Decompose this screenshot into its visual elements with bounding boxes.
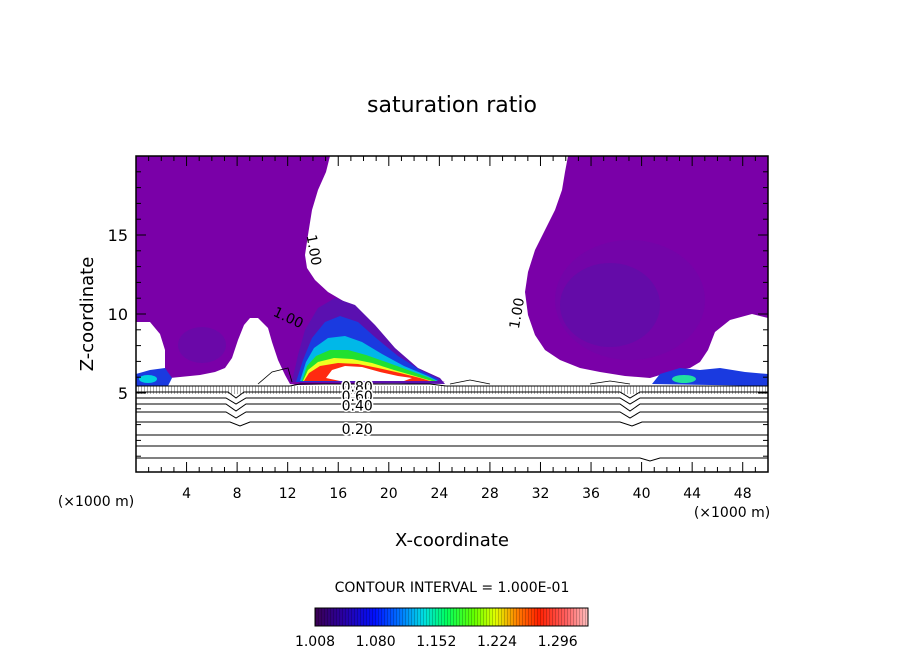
colorbar-hatch xyxy=(315,608,588,626)
contour-line xyxy=(136,421,768,427)
contour-label: 0.80 xyxy=(342,379,373,395)
contour-line xyxy=(136,411,768,419)
x-tick-label: 12 xyxy=(279,486,297,502)
colorbar xyxy=(314,607,589,627)
contour-line xyxy=(136,457,768,462)
y-axis: 5 10 15 xyxy=(108,171,768,457)
x-axis: 4 8 12 16 20 24 28 32 36 40 44 48 xyxy=(148,156,756,502)
x-tick-label: 44 xyxy=(683,486,701,502)
y-axis-label: Z-coordinate xyxy=(77,257,98,372)
x-tick-label: 32 xyxy=(532,486,550,502)
contour-label: 1.00 xyxy=(507,297,528,330)
contour-line xyxy=(136,383,768,387)
contour-label: 1.00 xyxy=(303,233,324,266)
contour-line xyxy=(449,379,491,385)
colorbar-label: 1.152 xyxy=(416,634,456,650)
colorbar-labels: 1.008 1.080 1.152 1.224 1.296 xyxy=(295,634,578,650)
contour-line xyxy=(257,367,293,385)
x-tick-label: 4 xyxy=(182,486,191,502)
contour-interval: CONTOUR INTERVAL = 1.000E-01 xyxy=(335,580,570,596)
colorbar-label: 1.080 xyxy=(356,634,396,650)
edge-blob-right-inner xyxy=(672,375,696,383)
low-level-hatch xyxy=(136,386,768,394)
colorbar-label: 1.224 xyxy=(477,634,517,650)
core-white xyxy=(326,366,412,381)
contour-labels: 1.001.00 1.000.800.600.400.20 xyxy=(271,233,529,439)
deep-purple-halo-right xyxy=(555,240,705,360)
x-tick-label: 8 xyxy=(233,486,242,502)
x-tick-label: 36 xyxy=(582,486,600,502)
contour-label: 0.40 xyxy=(342,398,373,414)
colorbar-label: 1.296 xyxy=(538,634,578,650)
colorbar-label: 1.008 xyxy=(295,634,335,650)
x-tick-label: 40 xyxy=(633,486,651,502)
contour-line xyxy=(136,391,768,399)
contour-label: 0.20 xyxy=(342,422,373,438)
contour-label: 0.60 xyxy=(342,389,373,405)
x-unit-right: (×1000 m) xyxy=(694,505,770,521)
contour-line xyxy=(136,403,768,412)
y-tick-label: 5 xyxy=(118,384,128,403)
plot-area xyxy=(136,156,768,462)
x-tick-label: 20 xyxy=(380,486,398,502)
contour-line xyxy=(136,397,768,405)
deep-purple-core-left xyxy=(178,327,226,363)
chart-title: saturation ratio xyxy=(367,93,537,118)
y-tick-label: 15 xyxy=(108,226,128,245)
x-tick-label: 16 xyxy=(329,486,347,502)
deep-purple-core-right xyxy=(560,263,660,347)
x-unit-left: (×1000 m) xyxy=(58,494,134,510)
y-tick-label: 10 xyxy=(108,305,128,324)
x-axis-label: X-coordinate xyxy=(395,530,509,551)
x-tick-label: 24 xyxy=(430,486,448,502)
x-tick-label: 48 xyxy=(734,486,752,502)
edge-blob-left-inner xyxy=(139,375,157,383)
colorbar-frame xyxy=(314,607,589,627)
x-tick-label: 28 xyxy=(481,486,499,502)
subsaturated-contours xyxy=(136,367,768,462)
contour-line xyxy=(589,380,631,385)
